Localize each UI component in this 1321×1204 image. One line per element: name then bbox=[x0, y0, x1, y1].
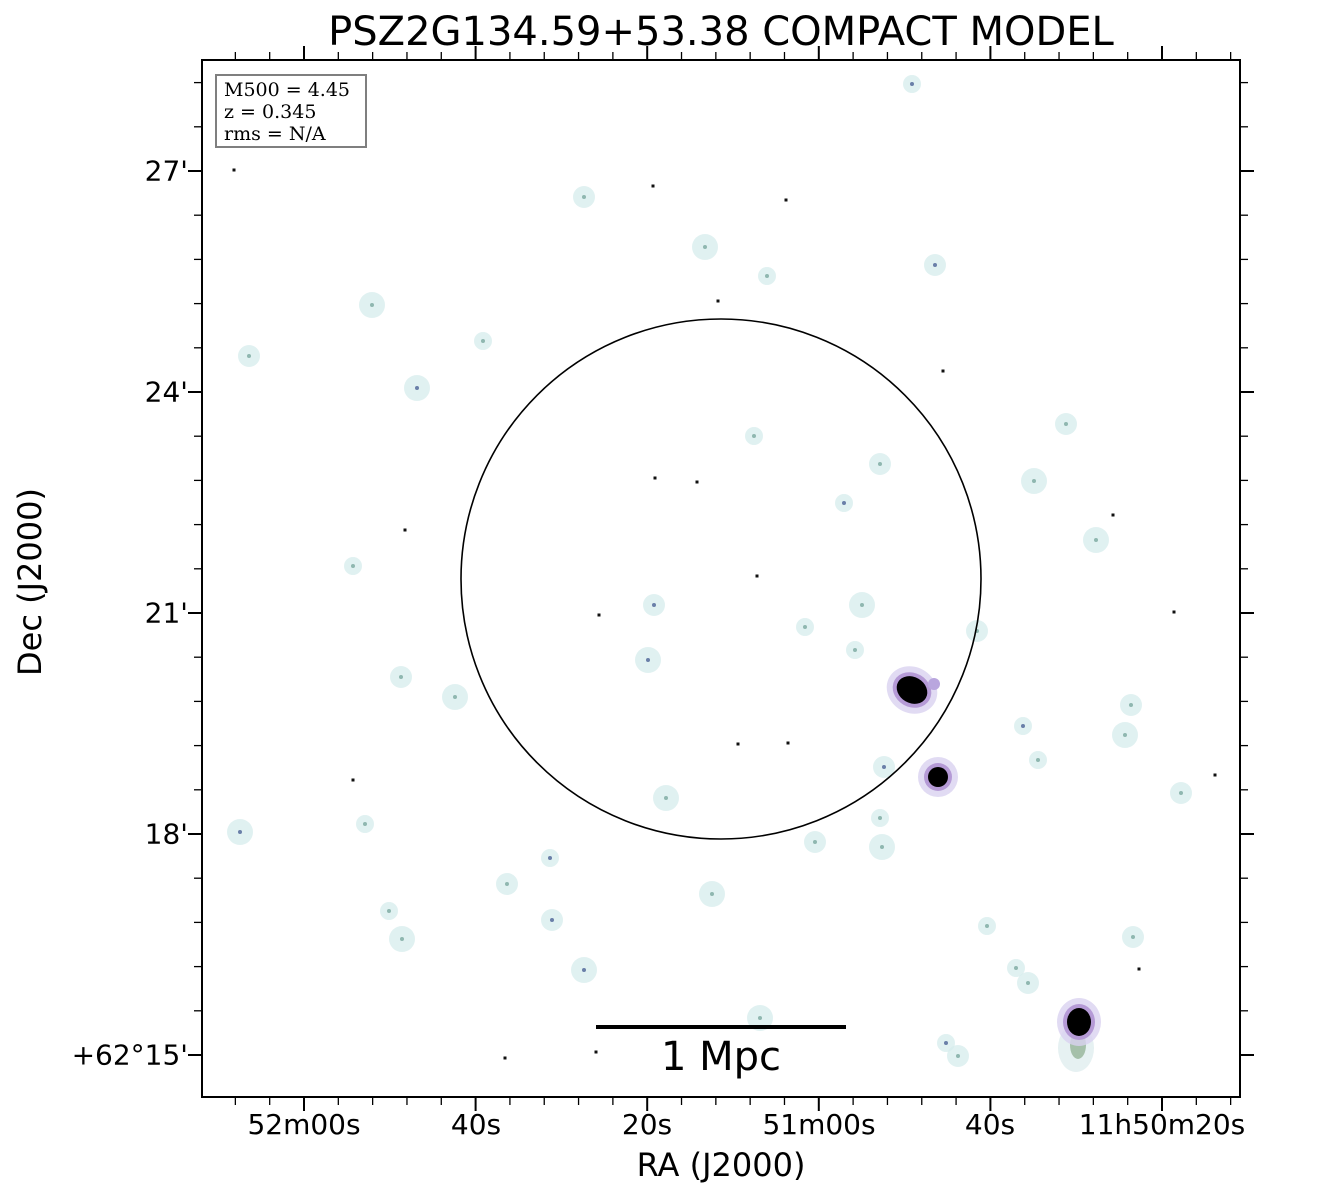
source-speck bbox=[1137, 967, 1141, 971]
source-speck bbox=[503, 1056, 507, 1060]
source-core bbox=[1131, 935, 1135, 939]
source-core bbox=[481, 339, 485, 343]
source-speck bbox=[736, 742, 740, 746]
source-core bbox=[1129, 703, 1133, 707]
source-core bbox=[842, 501, 846, 505]
source-core bbox=[703, 245, 707, 249]
source-core bbox=[910, 82, 914, 86]
x-tick-label: 20s bbox=[621, 1108, 673, 1141]
y-tick-label: 18' bbox=[144, 817, 188, 851]
source-core bbox=[370, 303, 374, 307]
source-core bbox=[664, 796, 668, 800]
info-mass: M500 = 4.45 bbox=[224, 79, 351, 101]
source-speck bbox=[1172, 610, 1176, 614]
source-core bbox=[247, 354, 251, 358]
source-speck bbox=[1213, 773, 1217, 777]
source-core bbox=[646, 658, 650, 662]
bright-source bbox=[928, 678, 940, 690]
y-tick-label: 24' bbox=[144, 375, 188, 409]
source-core bbox=[878, 462, 882, 466]
y-tick-label: +62°15' bbox=[71, 1038, 188, 1072]
source-core bbox=[400, 937, 404, 941]
source-core bbox=[238, 830, 242, 834]
source-core bbox=[415, 386, 419, 390]
x-tick-label: 40s bbox=[450, 1108, 502, 1141]
source-core bbox=[752, 434, 756, 438]
source-core bbox=[550, 918, 554, 922]
x-tick-label: 51m00s bbox=[762, 1108, 876, 1141]
r500-circle bbox=[460, 318, 982, 840]
source-speck bbox=[351, 778, 355, 782]
source-speck bbox=[786, 741, 790, 745]
source-speck bbox=[755, 574, 759, 578]
bright-source bbox=[886, 666, 938, 714]
source-core bbox=[548, 856, 552, 860]
source-core bbox=[860, 603, 864, 607]
source-core bbox=[1064, 422, 1068, 426]
source-core bbox=[813, 840, 817, 844]
source-core bbox=[765, 274, 769, 278]
source-core bbox=[363, 822, 367, 826]
source-core bbox=[351, 564, 355, 568]
source-speck bbox=[597, 613, 601, 617]
source-speck bbox=[716, 299, 720, 303]
source-core bbox=[399, 675, 403, 679]
source-speck bbox=[784, 198, 788, 202]
source-speck bbox=[403, 528, 407, 532]
sky-sources bbox=[227, 75, 1217, 1072]
source-core bbox=[956, 1054, 960, 1058]
info-rms: rms = N/A bbox=[224, 123, 326, 145]
source-core bbox=[1179, 791, 1183, 795]
source-core bbox=[882, 765, 886, 769]
source-core bbox=[1026, 981, 1030, 985]
source-core bbox=[652, 603, 656, 607]
y-tick-label: 21' bbox=[144, 596, 188, 630]
source-speck bbox=[695, 480, 699, 484]
source-core bbox=[582, 968, 586, 972]
source-speck bbox=[594, 1050, 598, 1054]
source-core bbox=[1036, 758, 1040, 762]
x-tick-label: 11h50m20s bbox=[1078, 1108, 1246, 1141]
bright-source bbox=[918, 757, 958, 797]
source-speck bbox=[651, 184, 655, 188]
source-core bbox=[1014, 966, 1018, 970]
axis-ticks bbox=[188, 46, 1254, 1111]
x-tick-label: 40s bbox=[964, 1108, 1016, 1141]
plot-title: PSZ2G134.59+53.38 COMPACT MODEL bbox=[328, 9, 1114, 55]
info-box: M500 = 4.45 z = 0.345 rms = N/A bbox=[215, 74, 367, 148]
source-core bbox=[880, 845, 884, 849]
info-redshift: z = 0.345 bbox=[224, 101, 317, 123]
y-axis-label: Dec (J2000) bbox=[11, 488, 49, 676]
source-core bbox=[878, 816, 882, 820]
source-core bbox=[582, 195, 586, 199]
y-tick-label: 27' bbox=[144, 154, 188, 188]
source-core bbox=[944, 1041, 948, 1045]
source-speck bbox=[941, 369, 945, 373]
source-speck bbox=[653, 476, 657, 480]
x-tick-label: 52m00s bbox=[247, 1108, 361, 1141]
source-core bbox=[387, 909, 391, 913]
source-core bbox=[1021, 724, 1025, 728]
source-core bbox=[1032, 479, 1036, 483]
source-core bbox=[505, 882, 509, 886]
source-core bbox=[803, 625, 807, 629]
x-axis-label: RA (J2000) bbox=[636, 1146, 806, 1184]
source-core bbox=[933, 263, 937, 267]
source-core bbox=[985, 924, 989, 928]
source-core bbox=[453, 695, 457, 699]
source-core bbox=[1094, 538, 1098, 542]
source-speck bbox=[232, 168, 236, 172]
bright-source bbox=[1057, 998, 1101, 1046]
scale-bar-label: 1 Mpc bbox=[660, 1034, 782, 1080]
source-speck bbox=[1111, 513, 1115, 517]
source-core bbox=[710, 892, 714, 896]
source-core bbox=[758, 1016, 762, 1020]
source-core bbox=[1123, 733, 1127, 737]
plot-frame bbox=[201, 59, 1241, 1098]
source-core bbox=[853, 648, 857, 652]
